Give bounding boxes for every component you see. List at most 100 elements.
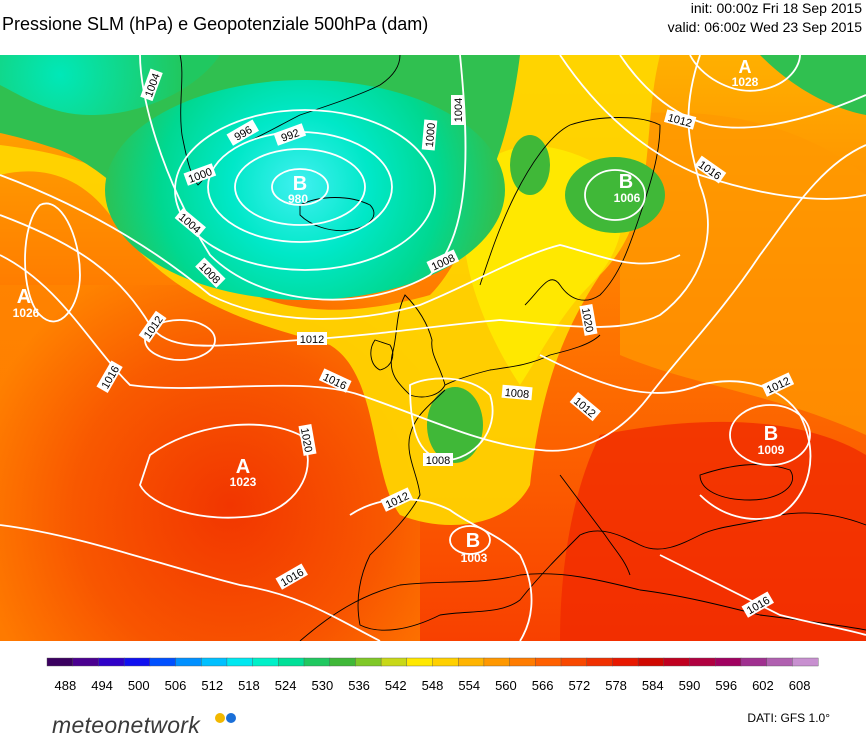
pressure-centers: A 1028 A 1026 A 1023 B 980 B 1006 B 1009… xyxy=(13,57,785,565)
europe-coast xyxy=(357,334,866,631)
color-scale-tick-label: 524 xyxy=(275,678,297,693)
color-scale-tick-label: 494 xyxy=(91,678,113,693)
norway-green xyxy=(510,135,550,195)
color-cell xyxy=(509,657,536,667)
isobar-label: 1012 xyxy=(297,332,327,346)
iceland-coast xyxy=(299,197,375,232)
low-letter-balkan: B xyxy=(764,423,778,445)
isobar-label: 1004 xyxy=(451,95,465,125)
isobar-label: 1020 xyxy=(298,424,317,456)
high-value-west: 1026 xyxy=(13,306,40,320)
color-scale-tick-label: 584 xyxy=(642,678,664,693)
isobar-1004-south xyxy=(449,525,491,555)
isobar-1016-ne xyxy=(559,55,866,200)
chart-title: Pressione SLM (hPa) e Geopotenziale 500h… xyxy=(2,14,429,34)
color-cell xyxy=(123,657,151,667)
isobar-1008-balkan xyxy=(729,404,811,466)
color-scale-tick-label: 608 xyxy=(789,678,811,693)
color-scale-tick-label: 596 xyxy=(715,678,737,693)
italy-coast xyxy=(559,474,631,576)
isobars xyxy=(0,55,866,641)
svg-text:1012: 1012 xyxy=(300,334,324,346)
color-scale: 488 494 500 506 512 518 524 530 536 542 548 554 560 5… xyxy=(46,657,819,693)
color-scale-tick-label: 500 xyxy=(128,678,150,693)
color-cell xyxy=(792,657,819,667)
isobar-1012-se xyxy=(659,554,866,636)
low-value-balkan: 1009 xyxy=(758,443,785,457)
isobar-label: 1008 xyxy=(501,384,533,401)
svg-text:992: 992 xyxy=(280,127,301,145)
meteonetwork-logo: meteonetwork xyxy=(52,712,201,738)
color-cell xyxy=(740,657,768,667)
color-scale-tick-label: 572 xyxy=(569,678,591,693)
svg-text:1020: 1020 xyxy=(579,307,595,333)
africa-coast xyxy=(299,573,866,641)
color-scale-tick-label: 518 xyxy=(238,678,260,693)
color-cell xyxy=(663,657,690,667)
blacksea-coast xyxy=(699,464,793,501)
isobar-1004 xyxy=(139,55,467,301)
color-scale-tick-label: 554 xyxy=(458,678,480,693)
isobar-1012-east xyxy=(539,354,812,520)
high-letter-atl: A xyxy=(236,456,250,478)
color-cell xyxy=(586,657,613,667)
isobar-1016-scand xyxy=(584,169,646,221)
isobar-1020-atl xyxy=(139,423,309,519)
color-cell xyxy=(483,657,511,667)
isobar-1008 xyxy=(0,174,681,320)
color-cell xyxy=(355,657,382,667)
color-cell xyxy=(72,657,99,667)
color-cell xyxy=(715,657,742,667)
color-cell xyxy=(175,657,202,667)
color-scale-tick-label: 512 xyxy=(201,678,223,693)
low-value-iberia: 1003 xyxy=(461,551,488,565)
color-scale-tick-label: 488 xyxy=(55,678,77,693)
color-scale-cells xyxy=(46,657,819,667)
isobar-label: 1008 xyxy=(423,453,453,467)
southeast-hot-field xyxy=(560,421,866,641)
coastlines xyxy=(179,55,866,641)
color-cell xyxy=(535,657,562,667)
scandinavia-coast xyxy=(479,117,661,306)
east-orange-field xyxy=(620,112,866,435)
color-cell xyxy=(303,657,331,667)
color-scale-tick-label: 536 xyxy=(348,678,370,693)
color-cell xyxy=(226,657,254,667)
color-cell xyxy=(432,657,459,667)
color-cell xyxy=(329,657,356,667)
low-letter-scand: B xyxy=(619,171,633,193)
color-scale-tick-label: 566 xyxy=(532,678,554,693)
low-letter-iberia: B xyxy=(466,530,480,552)
color-cell xyxy=(149,657,177,667)
color-cell xyxy=(406,657,433,667)
color-cell xyxy=(200,657,228,667)
color-scale-tick-label: 578 xyxy=(605,678,627,693)
logo-dots-icon xyxy=(215,713,236,723)
britain-coast xyxy=(390,294,446,398)
isobar-1020 xyxy=(24,202,81,323)
low-letter-iceland: B xyxy=(293,173,307,195)
color-scale-tick-label: 548 xyxy=(422,678,444,693)
color-scale-labels: 488 494 500 506 512 518 524 530 536 542 548 554 560 5… xyxy=(55,678,811,693)
isobar-label: 992 xyxy=(273,123,307,146)
color-cell xyxy=(252,657,279,667)
northeast-green xyxy=(760,55,866,115)
data-source: DATI: GFS 1.0° xyxy=(747,711,830,725)
isobar-1016-mid xyxy=(0,144,866,452)
color-cell xyxy=(98,657,125,667)
high-letter-ne: A xyxy=(739,57,752,77)
color-scale-tick-label: 542 xyxy=(385,678,407,693)
svg-text:1000: 1000 xyxy=(424,122,438,147)
france-green xyxy=(427,387,483,463)
isobar-992 xyxy=(234,148,366,226)
color-cell xyxy=(560,657,588,667)
isobar-1028 xyxy=(689,55,801,92)
low-value-scand: 1006 xyxy=(614,191,641,205)
color-cell xyxy=(380,657,408,667)
low-value-iceland: 980 xyxy=(288,192,308,206)
color-scale-tick-label: 560 xyxy=(495,678,517,693)
isobar-980 xyxy=(271,168,329,206)
color-scale-tick-label: 506 xyxy=(165,678,187,693)
color-cell xyxy=(46,657,74,667)
